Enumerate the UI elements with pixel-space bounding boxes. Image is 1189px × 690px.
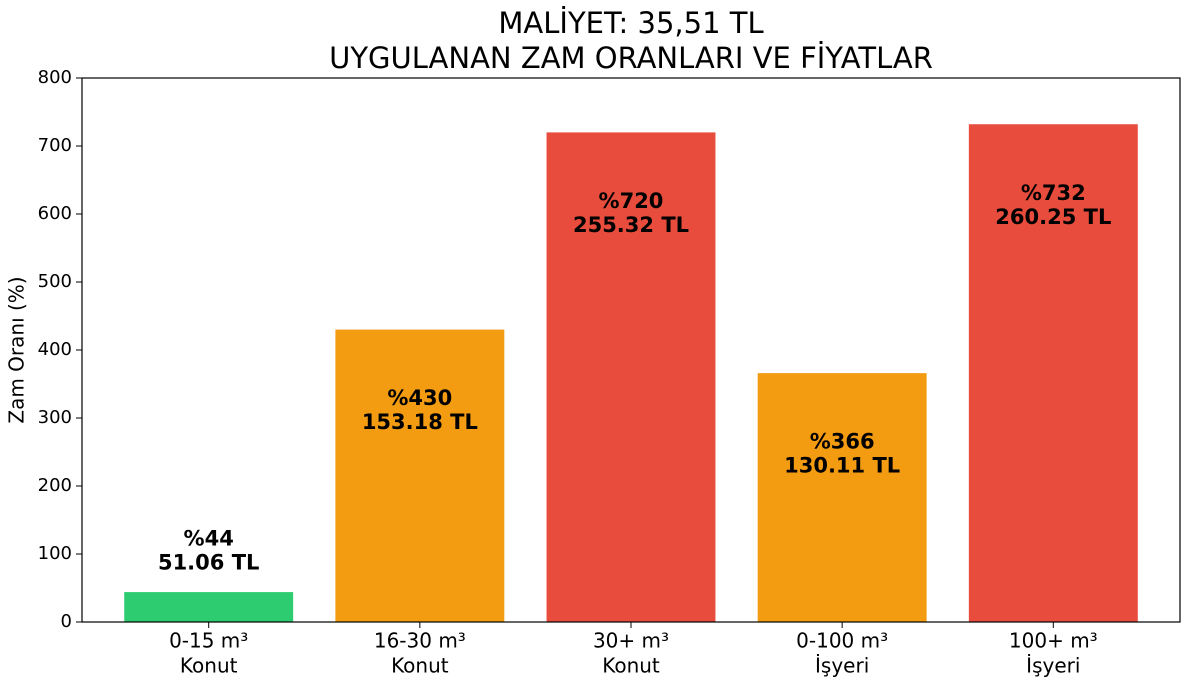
x-tick-label: 0-15 m³ — [169, 629, 248, 653]
bar — [124, 592, 294, 622]
x-tick-label: 16-30 m³ — [374, 629, 466, 653]
bar — [546, 132, 716, 622]
price-label: 153.18 TL — [362, 410, 478, 434]
price-label: 260.25 TL — [995, 205, 1111, 229]
y-tick-label: 800 — [38, 67, 72, 88]
x-tick-label: Konut — [602, 654, 660, 678]
value-label: %720 — [599, 189, 664, 213]
x-tick-label: 100+ m³ — [1009, 629, 1098, 653]
x-tick-label: Konut — [180, 654, 238, 678]
chart-title: UYGULANAN ZAM ORANLARI VE FİYATLAR — [329, 41, 933, 75]
value-label: %44 — [184, 526, 234, 550]
y-tick-label: 700 — [38, 135, 72, 156]
y-tick-label: 600 — [38, 203, 72, 224]
y-tick-label: 400 — [38, 339, 72, 360]
x-tick-label: İşyeri — [1026, 654, 1080, 678]
y-tick-label: 200 — [38, 475, 72, 496]
x-tick-label: İşyeri — [815, 654, 869, 678]
bar — [335, 329, 505, 622]
y-tick-label: 500 — [38, 271, 72, 292]
y-tick-label: 100 — [38, 543, 72, 564]
x-tick-label: 0-100 m³ — [796, 629, 888, 653]
price-label: 130.11 TL — [784, 454, 900, 478]
chart-title: MALİYET: 35,51 TL — [498, 6, 763, 40]
value-label: %430 — [387, 386, 452, 410]
bar — [968, 124, 1138, 623]
x-tick-label: Konut — [391, 654, 449, 678]
bar — [757, 373, 927, 622]
y-tick-label: 0 — [61, 611, 72, 632]
value-label: %732 — [1021, 181, 1086, 205]
value-label: %366 — [810, 430, 875, 454]
plot-frame — [81, 77, 1181, 623]
price-label: 51.06 TL — [158, 550, 259, 574]
x-tick-label: 30+ m³ — [593, 629, 669, 653]
y-axis-label: Zam Oranı (%) — [5, 276, 29, 423]
price-label: 255.32 TL — [573, 213, 689, 237]
y-tick-label: 300 — [38, 407, 72, 428]
